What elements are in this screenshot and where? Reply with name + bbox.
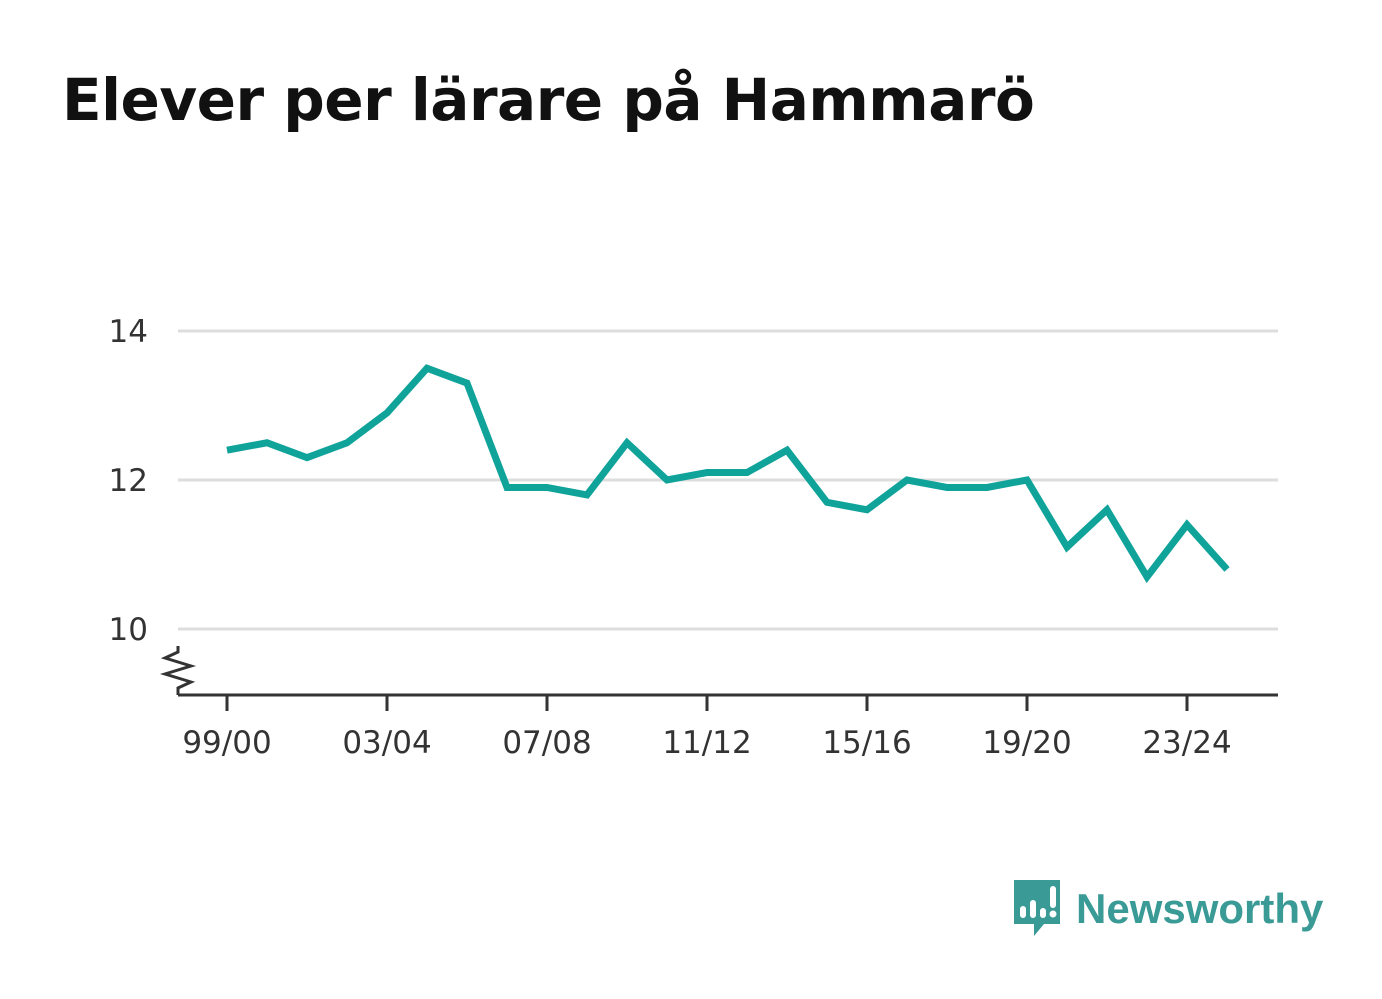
x-tick-label: 07/08 (502, 725, 591, 761)
x-tick-label: 03/04 (342, 725, 431, 761)
y-tick-label: 14 (109, 314, 148, 350)
x-tick-label: 11/12 (662, 725, 751, 761)
brand-name: Newsworthy (1076, 885, 1324, 932)
gridlines (178, 329, 1278, 631)
x-tick-label: 15/16 (822, 725, 911, 761)
x-tick-label: 23/24 (1142, 725, 1231, 761)
x-ticks: 99/00 03/04 07/08 11/12 15/16 19/20 23/24 (182, 695, 1232, 761)
y-tick-label: 12 (109, 463, 148, 499)
brand-logo: Newsworthy (1010, 878, 1323, 940)
y-tick-label: 10 (109, 612, 148, 648)
series-group (226, 364, 1230, 584)
bar-chart-speech-bubble-icon (1014, 880, 1060, 936)
series-line-0 (226, 364, 1230, 584)
axis-break-icon (159, 646, 197, 695)
y-axis: 10 12 14 (109, 314, 148, 648)
chart-title: Elever per lärare på Hammarö (62, 66, 1035, 134)
x-tick-label: 19/20 (982, 725, 1071, 761)
x-tick-label: 99/00 (182, 725, 271, 761)
